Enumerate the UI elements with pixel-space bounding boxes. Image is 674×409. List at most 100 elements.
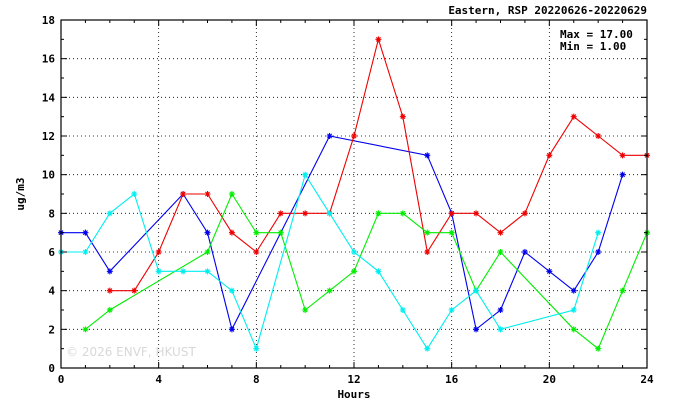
data-point-marker	[277, 210, 284, 217]
data-point-marker	[497, 249, 504, 255]
data-point-marker	[82, 326, 89, 333]
data-point-marker	[375, 210, 382, 217]
data-point-marker	[399, 307, 406, 313]
data-point-marker	[619, 171, 626, 178]
data-point-marker	[595, 249, 602, 255]
data-point-marker	[570, 326, 577, 333]
data-point-marker	[473, 210, 480, 217]
data-point-marker	[375, 36, 382, 43]
data-point-marker	[619, 287, 626, 294]
data-point-marker	[180, 268, 187, 275]
max-label: Max = 17.00	[560, 28, 633, 41]
data-point-marker	[302, 210, 309, 217]
data-point-marker	[106, 307, 113, 313]
data-point-marker	[570, 113, 577, 120]
y-tick-label: 0	[48, 362, 55, 375]
data-point-marker	[473, 287, 480, 294]
x-tick-label: 16	[445, 373, 459, 386]
data-point-marker	[228, 326, 235, 333]
data-point-marker	[424, 345, 431, 352]
x-tick-label: 0	[58, 373, 65, 386]
data-point-marker	[302, 307, 309, 313]
data-point-marker	[204, 191, 211, 197]
y-tick-label: 12	[42, 130, 55, 143]
series-line	[61, 173, 599, 351]
data-point-marker	[106, 268, 113, 275]
data-point-marker	[253, 345, 260, 352]
watermark: © 2026 ENVF, HKUST	[66, 345, 196, 359]
series-layer	[58, 36, 650, 352]
data-point-marker	[570, 287, 577, 294]
data-point-marker	[131, 287, 138, 294]
grid	[61, 20, 647, 368]
data-point-marker	[473, 326, 480, 333]
y-tick-label: 6	[48, 246, 55, 259]
data-point-marker	[228, 287, 235, 294]
data-point-marker	[521, 210, 528, 217]
data-point-marker	[399, 210, 406, 217]
data-point-marker	[106, 287, 113, 294]
series-0	[58, 133, 626, 333]
data-point-marker	[521, 249, 528, 255]
data-point-marker	[595, 229, 602, 236]
data-point-marker	[448, 210, 455, 217]
data-point-marker	[180, 191, 187, 197]
data-point-marker	[497, 326, 504, 333]
data-point-marker	[204, 268, 211, 275]
chart-title: Eastern, RSP 20220626-20220629	[448, 4, 647, 17]
data-point-marker	[326, 210, 333, 217]
data-point-marker	[424, 152, 431, 159]
series-line	[109, 37, 647, 292]
min-label: Min = 1.00	[560, 40, 626, 53]
data-point-marker	[204, 249, 211, 255]
data-point-marker	[131, 191, 138, 197]
data-point-marker	[546, 152, 553, 159]
data-point-marker	[399, 113, 406, 120]
y-tick-label: 14	[42, 91, 56, 104]
data-point-marker	[253, 229, 260, 236]
y-tick-label: 4	[48, 285, 55, 298]
data-point-marker	[424, 249, 431, 255]
series-1	[106, 36, 650, 294]
data-point-marker	[82, 229, 89, 236]
y-tick-label: 8	[48, 207, 55, 220]
x-tick-label: 8	[253, 373, 260, 386]
data-point-marker	[448, 307, 455, 313]
data-point-marker	[546, 268, 553, 275]
data-point-marker	[497, 307, 504, 313]
data-point-marker	[351, 133, 357, 139]
data-point-marker	[155, 249, 162, 255]
x-axis-title: Hours	[337, 388, 370, 401]
x-tick-label: 4	[155, 373, 162, 386]
x-tick-label: 24	[640, 373, 654, 386]
data-point-marker	[204, 229, 211, 236]
series-3	[58, 171, 602, 352]
data-point-marker	[228, 229, 235, 236]
data-point-marker	[375, 268, 382, 275]
data-point-marker	[351, 249, 357, 255]
data-point-marker	[497, 229, 504, 236]
data-point-marker	[570, 307, 577, 313]
data-point-marker	[351, 268, 357, 275]
data-point-marker	[302, 171, 309, 178]
data-point-marker	[82, 249, 89, 255]
data-point-marker	[326, 287, 333, 294]
data-point-marker	[106, 210, 113, 217]
x-tick-label: 20	[543, 373, 556, 386]
y-tick-label: 18	[42, 14, 55, 27]
y-tick-label: 2	[48, 323, 55, 336]
data-point-marker	[595, 345, 602, 352]
data-point-marker	[595, 133, 602, 139]
data-point-marker	[326, 133, 333, 139]
y-axis-title: ug/m3	[14, 177, 27, 210]
data-point-marker	[155, 268, 162, 275]
data-point-marker	[228, 191, 235, 197]
data-point-marker	[619, 152, 626, 159]
series-2	[82, 191, 650, 352]
y-tick-label: 16	[42, 53, 56, 66]
data-point-marker	[277, 229, 284, 236]
x-tick-label: 12	[347, 373, 360, 386]
data-point-marker	[448, 229, 455, 236]
